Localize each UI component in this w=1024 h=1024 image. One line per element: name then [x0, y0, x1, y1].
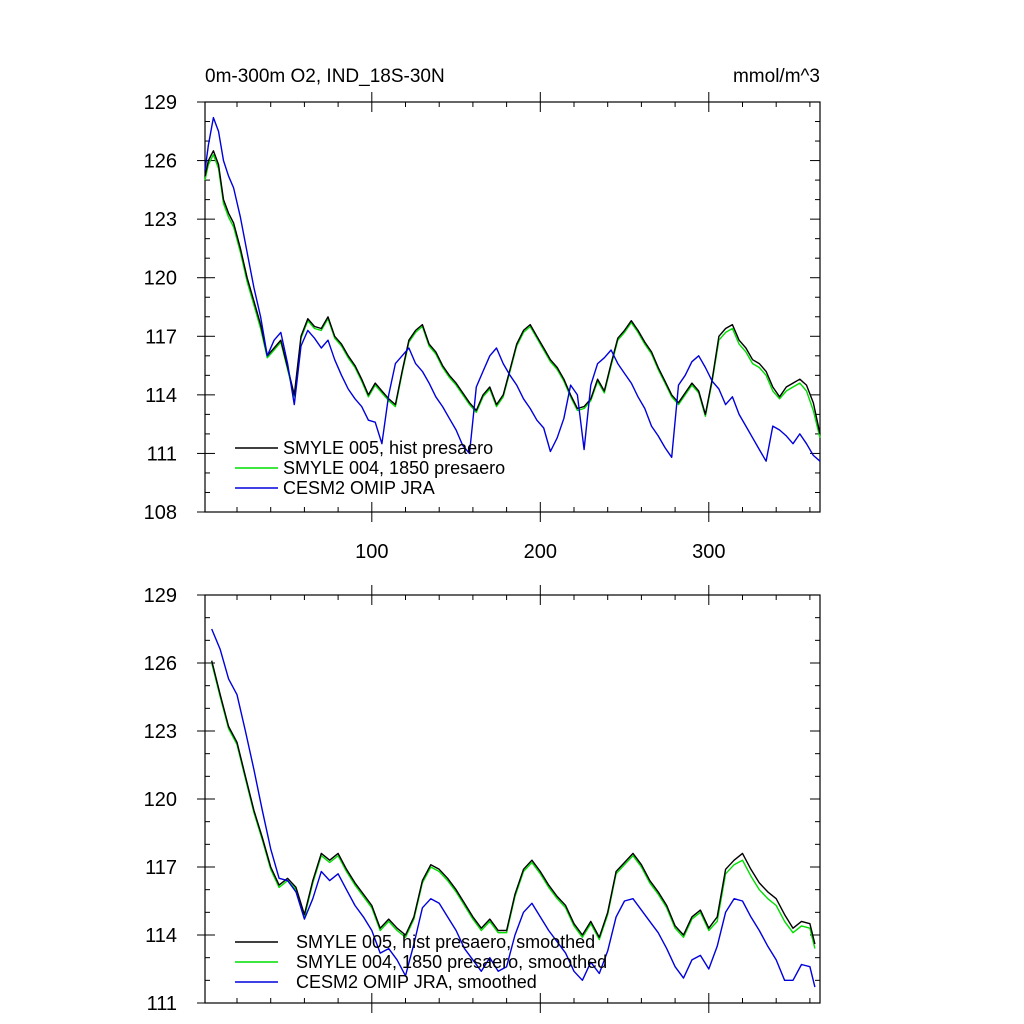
y-tick-label: 108: [144, 502, 177, 524]
plot-frame: [204, 101, 821, 513]
legend-label-1: SMYLE 005, hist presaero, smoothed: [296, 932, 595, 952]
y-tick-label: 117: [145, 326, 177, 348]
chart-panel-1: 0m-300m O2, IND_18S-30N mmol/m^3 108 111 114…: [144, 66, 821, 563]
y-tick-label: 114: [145, 385, 177, 407]
y-tick-label: 126: [144, 653, 177, 675]
y-tick-label: 126: [144, 151, 177, 173]
chart-title: 0m-300m O2, IND_18S-30N: [205, 66, 445, 87]
series-line-3: [204, 116, 821, 462]
series-line-2: [204, 153, 821, 438]
units-label: mmol/m^3: [733, 66, 820, 87]
x-tick-label: 100: [355, 541, 388, 563]
y-tick-label: 123: [144, 721, 177, 743]
legend-label-1: SMYLE 005, hist presaero: [283, 438, 493, 458]
y-tick-label: 129: [144, 585, 177, 607]
series-line-1: [211, 660, 816, 945]
y-tick-label: 123: [144, 209, 177, 231]
y-tick-label: 111: [147, 443, 177, 465]
legend-label-2: SMYLE 004, 1850 presaero, smoothed: [296, 952, 607, 972]
y-tick-label: 120: [144, 268, 177, 290]
series-line-3: [211, 628, 816, 988]
x-tick-label: 200: [524, 541, 557, 563]
legend-label-3: CESM2 OMIP JRA: [283, 478, 435, 498]
chart-panel-2: 111 114 117 120 123 126 129 SMYLE 005, hist pre…: [144, 585, 821, 1015]
y-tick-label: 117: [145, 857, 177, 879]
series-line-1: [204, 150, 821, 435]
y-tick-label: 120: [144, 789, 177, 811]
legend-label-3: CESM2 OMIP JRA, smoothed: [296, 972, 537, 992]
x-tick-label: 300: [692, 541, 725, 563]
y-tick-label: 129: [144, 92, 177, 114]
legend: SMYLE 005, hist presaero, smoothedSMYLE …: [235, 932, 607, 992]
y-tick-label: 114: [145, 925, 177, 947]
legend-label-2: SMYLE 004, 1850 presaero: [283, 458, 505, 478]
y-tick-label: 111: [147, 993, 177, 1015]
